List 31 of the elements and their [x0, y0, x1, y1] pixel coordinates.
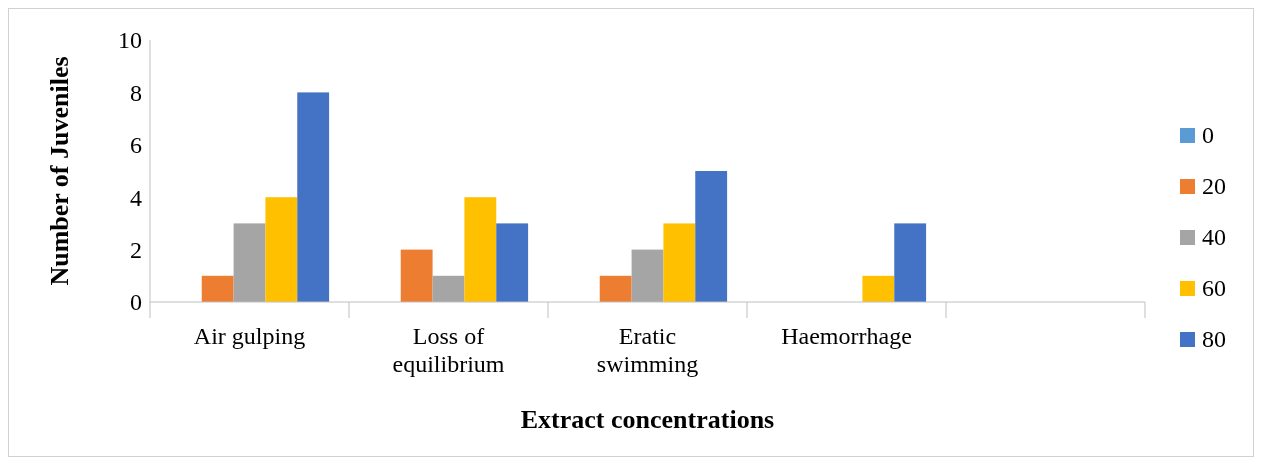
bar: [464, 197, 497, 302]
bar: [233, 223, 266, 302]
y-tick-label: 8: [130, 79, 142, 106]
bar: [432, 275, 465, 302]
x-axis-title: Extract concentrations: [520, 405, 775, 434]
y-tick-label: 6: [130, 132, 142, 159]
bar: [297, 92, 330, 302]
bar: [599, 275, 632, 302]
bar: [265, 197, 298, 302]
x-tick-label: Haemorrhage: [781, 323, 912, 349]
legend-label: 80: [1202, 326, 1226, 353]
x-tick-label: Eratic swimming: [596, 323, 699, 377]
bar: [894, 223, 927, 302]
y-tick-label: 0: [130, 289, 142, 316]
bar: [201, 275, 234, 302]
bar: [400, 249, 433, 302]
bar: [496, 223, 529, 302]
y-tick-label: 4: [130, 184, 142, 211]
legend-label: 20: [1202, 173, 1226, 200]
legend-label: 0: [1202, 122, 1214, 149]
bar: [862, 275, 895, 302]
legend-label: 40: [1202, 224, 1226, 251]
y-tick-label: 2: [130, 237, 142, 263]
bar: [631, 249, 664, 302]
bar: [695, 171, 728, 302]
x-tick-label: Loss of equilibrium: [392, 323, 505, 377]
bar: [663, 223, 696, 302]
y-tick-label: 10: [118, 27, 142, 54]
legend-label: 60: [1202, 275, 1226, 302]
y-axis-title: Number of Juveniles: [45, 56, 74, 286]
x-tick-label: Air gulping: [193, 323, 306, 349]
